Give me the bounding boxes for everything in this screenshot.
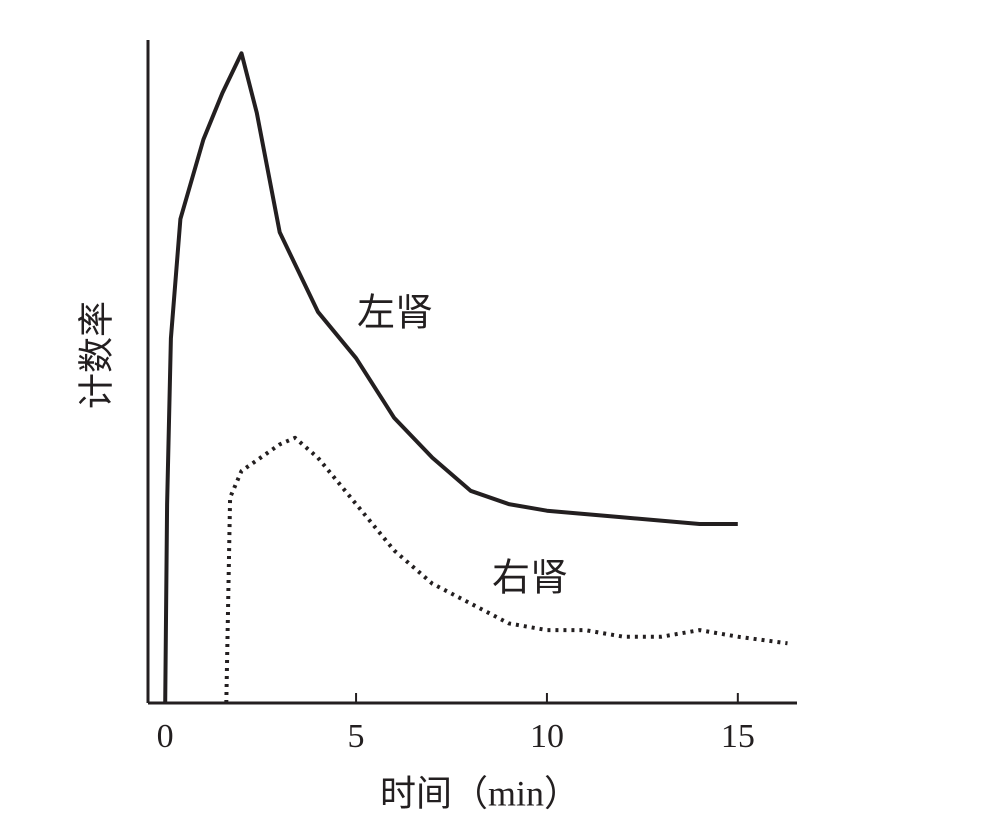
series-label: 右肾 (492, 558, 568, 600)
line-series (224, 435, 788, 704)
x-tick-label: 10 (530, 718, 564, 755)
y-axis-title: 计数率 (76, 301, 116, 409)
x-axis-title: 时间（min） (380, 773, 580, 813)
line-series (163, 51, 738, 704)
x-tick-label: 0 (157, 718, 174, 755)
x-tick-label: 15 (721, 718, 755, 755)
x-tick-label: 5 (348, 718, 365, 755)
series-label: 左肾 (357, 293, 433, 335)
